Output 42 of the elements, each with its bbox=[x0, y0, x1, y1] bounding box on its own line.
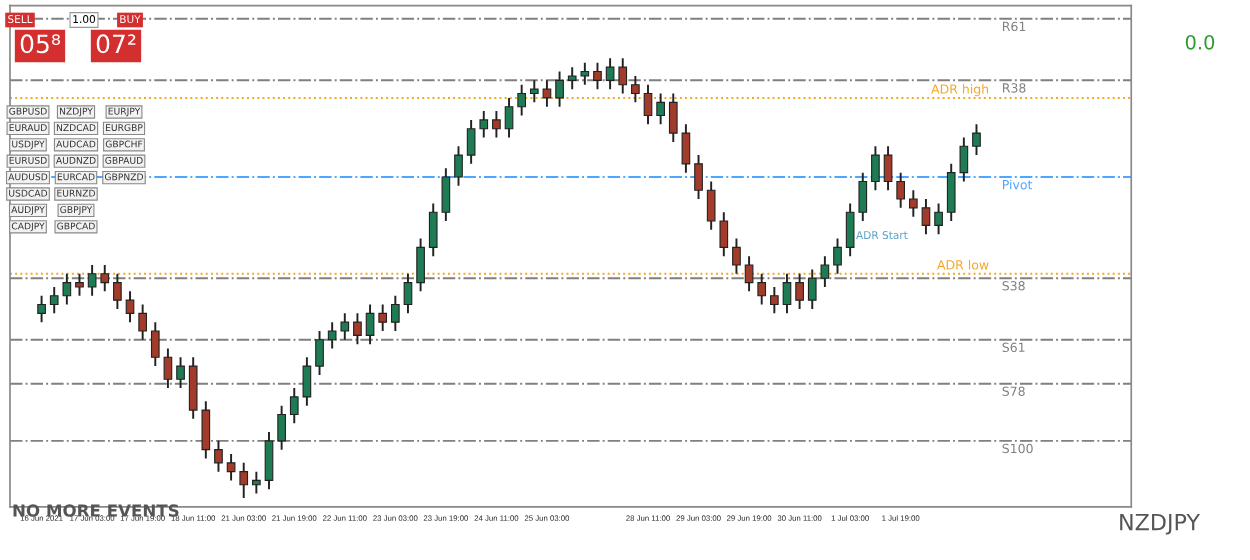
candlestick bbox=[125, 290, 135, 324]
candlestick bbox=[833, 237, 842, 275]
candlestick bbox=[871, 145, 880, 192]
text: 05⁸ bbox=[20, 34, 61, 54]
candlestick bbox=[492, 110, 501, 139]
candlestick bbox=[504, 96, 514, 139]
candlestick bbox=[113, 272, 122, 310]
candlestick bbox=[403, 272, 413, 315]
candlestick bbox=[353, 312, 362, 346]
candlestick bbox=[277, 404, 286, 451]
candlestick bbox=[517, 83, 527, 117]
candlestick bbox=[138, 303, 148, 341]
candlestick bbox=[555, 70, 564, 108]
candlestick bbox=[656, 92, 665, 126]
candlestick bbox=[896, 171, 906, 209]
candlestick bbox=[264, 431, 274, 491]
candlestick bbox=[769, 286, 779, 315]
candlestick bbox=[390, 294, 400, 332]
candlestick bbox=[315, 329, 324, 376]
candlestick bbox=[75, 272, 84, 297]
candlestick bbox=[454, 145, 463, 187]
candlestick bbox=[908, 189, 918, 218]
candlestick bbox=[214, 439, 223, 473]
candlestick bbox=[934, 202, 943, 236]
candlestick bbox=[883, 145, 893, 192]
candlestick bbox=[593, 61, 602, 91]
candlestick bbox=[694, 154, 703, 201]
candlestick bbox=[782, 272, 792, 315]
candlestick bbox=[921, 198, 931, 236]
text: 07² bbox=[96, 34, 136, 54]
candlestick bbox=[252, 470, 261, 495]
text: NZDJPY bbox=[1120, 513, 1201, 535]
text: NO MORE EVENTS bbox=[13, 504, 179, 517]
candlestick bbox=[972, 123, 981, 157]
candlestick bbox=[732, 237, 741, 275]
candlestick bbox=[37, 294, 46, 324]
candlestick bbox=[643, 83, 653, 126]
candlestick bbox=[176, 356, 185, 390]
candlestick bbox=[795, 272, 804, 310]
candlestick bbox=[631, 74, 640, 104]
candlestick bbox=[416, 237, 425, 293]
text: 0.0 bbox=[1185, 34, 1215, 50]
